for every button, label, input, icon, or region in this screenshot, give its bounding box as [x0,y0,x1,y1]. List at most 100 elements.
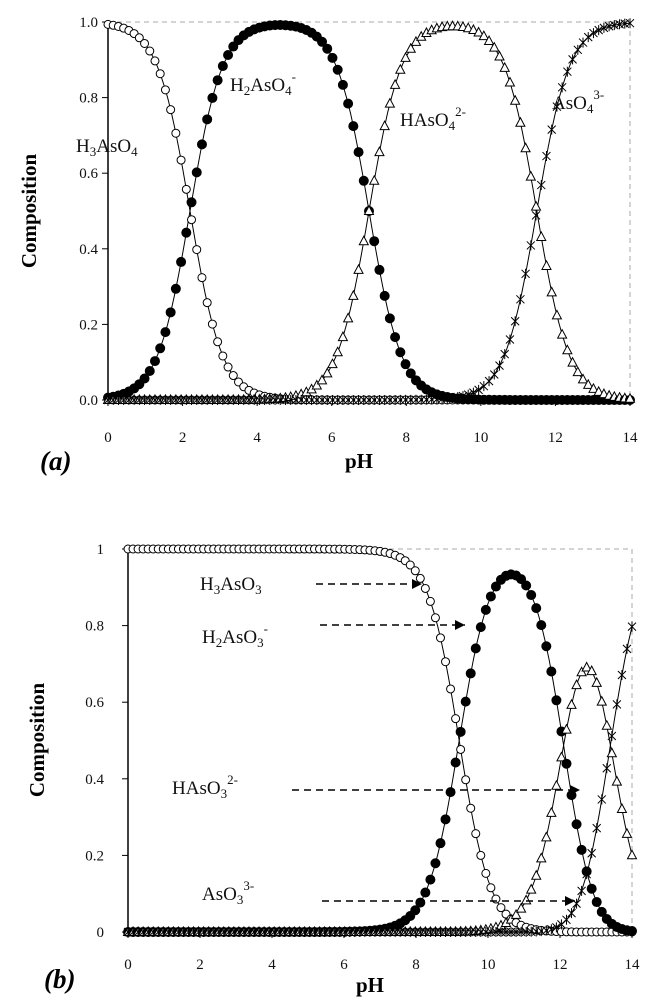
y-tick-label: 1 [97,542,105,558]
point-open-circle [441,657,451,667]
point-open-triangle [551,309,563,320]
species-label-part: AsO [220,574,255,595]
species-label-part: - [292,69,296,84]
point-cross [516,294,525,305]
point-cross [568,54,577,65]
point-open-circle [461,775,471,785]
point-cross [495,360,504,371]
point-open-triangle [504,76,516,87]
point-open-triangle [405,42,417,53]
point-open-triangle [311,379,323,390]
point-filled-circle [223,50,234,61]
point-cross [609,20,619,31]
point-filled-circle [541,641,552,652]
point-filled-circle [212,75,223,86]
species-label-part: 3 [90,144,97,159]
panel-b-chart: 00.20.40.60.810 2 4 6 8 10 12 14pHComposition(b… [25,542,640,997]
point-open-circle [134,33,144,43]
point-filled-circle [521,580,532,591]
point-cross [526,240,536,251]
point-filled-circle [415,897,426,908]
species-label: H2​AsO3​- [202,621,268,650]
point-filled-circle [348,121,359,132]
species-label-part: 4 [131,144,138,159]
point-cross [583,32,593,43]
x-tick-label: 14 [625,957,641,973]
point-cross [474,384,483,395]
point-open-circle [228,371,238,381]
point-open-triangle [582,378,594,389]
point-filled-circle [516,574,527,585]
point-filled-circle [332,64,343,75]
point-cross [625,18,635,29]
point-open-circle [150,56,160,66]
point-open-triangle [468,23,479,34]
species-label-part: 4 [587,101,594,116]
point-cross [562,914,571,925]
point-filled-circle [400,359,411,370]
point-cross [567,908,576,919]
species-label-part: 2 [244,83,251,98]
point-open-triangle [400,51,411,62]
point-filled-circle [317,36,328,47]
point-cross [607,730,617,741]
annotation-arrow-head [565,896,575,906]
point-filled-circle [410,905,421,916]
point-open-triangle [535,852,547,863]
x-tick-label: 12 [553,957,568,973]
point-open-triangle [394,63,406,74]
point-open-triangle [342,312,354,323]
point-open-triangle [616,802,628,813]
species-label-part: AsO [202,884,237,905]
point-filled-circle [196,139,207,150]
point-open-triangle [327,358,338,369]
point-filled-circle [374,264,385,275]
y-tick-label: 0.2 [79,317,98,333]
point-cross [622,643,632,654]
point-filled-circle [160,327,171,338]
point-open-triangle [546,806,557,817]
point-filled-circle [571,819,582,830]
point-open-triangle [535,230,547,241]
point-filled-circle [369,236,380,247]
point-cross [597,794,607,805]
point-filled-circle [546,666,557,677]
species-label-part: AsO [222,627,257,648]
point-cross [589,28,598,39]
point-open-circle [171,128,181,138]
point-open-triangle [389,78,401,89]
point-open-triangle [562,344,573,355]
point-filled-circle [591,897,602,908]
point-filled-circle [358,175,369,186]
point-filled-circle [139,373,150,384]
point-filled-circle [460,696,471,707]
species-label: AsO4​3- [552,87,604,116]
point-open-circle [496,903,506,913]
species-label-part: 4 [449,118,456,133]
point-filled-circle [165,307,176,318]
point-cross [505,334,515,345]
point-open-triangle [525,883,537,894]
point-open-circle [223,362,233,372]
point-filled-circle [455,726,466,737]
point-open-triangle [384,97,396,108]
point-open-triangle [488,41,500,52]
point-filled-circle [627,926,637,937]
species-label-part: 4 [285,83,292,98]
point-cross [573,44,583,55]
point-open-circle [410,566,420,576]
point-open-triangle [541,259,552,270]
species-label-part: 2- [227,772,238,787]
point-filled-circle [490,581,501,592]
point-open-circle [466,803,476,813]
point-filled-circle [440,814,451,825]
point-open-triangle [566,698,577,709]
point-open-circle [218,351,228,361]
point-open-triangle [374,146,385,157]
point-filled-circle [586,883,597,894]
species-label-part: AsO [250,75,285,96]
species-label: H3​AsO3​ [200,574,262,597]
y-tick-label: 0.4 [79,242,98,258]
point-filled-circle [435,838,446,849]
point-cross [587,848,597,859]
